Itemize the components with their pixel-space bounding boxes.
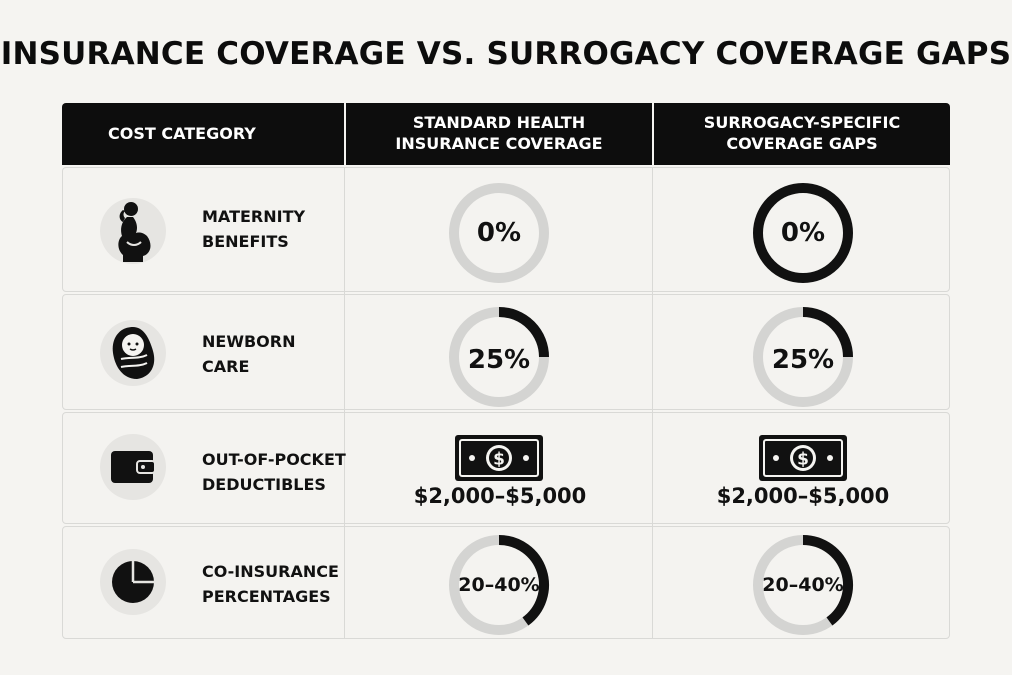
swaddled-baby-icon bbox=[100, 320, 166, 386]
category-label-maternity: MATERNITY BENEFITS bbox=[202, 207, 306, 251]
page-title: INSURANCE COVERAGE VS. SURROGACY COVERAG… bbox=[0, 36, 1012, 72]
category-label-deductibles: OUT-OF-POCKET DEDUCTIBLES bbox=[202, 450, 346, 494]
gauge-label: 25% bbox=[467, 345, 531, 375]
gauge-label: 0% bbox=[476, 218, 522, 248]
gauge-label: 0% bbox=[780, 218, 826, 248]
pregnant-woman-icon bbox=[100, 198, 166, 264]
gauge-fill-arc bbox=[802, 307, 853, 358]
gauge-track bbox=[449, 183, 549, 283]
gauge-fill-arc bbox=[802, 535, 853, 626]
header-surrogacy-gaps: SURROGACY-SPECIFIC COVERAGE GAPS bbox=[703, 113, 901, 153]
gauge-coinsurance-standard: 20–40% bbox=[444, 530, 554, 640]
pie-chart-icon bbox=[100, 549, 166, 615]
column-divider bbox=[344, 167, 345, 639]
dollar-bill-icon: $ bbox=[759, 435, 847, 481]
header-standard-coverage: STANDARD HEALTH INSURANCE COVERAGE bbox=[395, 113, 603, 153]
gauge-track bbox=[753, 183, 853, 283]
svg-text:$: $ bbox=[493, 450, 505, 470]
gauge-label: 25% bbox=[771, 345, 835, 375]
gauge-label: 20–40% bbox=[458, 574, 540, 596]
deductible-amount-standard: $2,000–$5,000 bbox=[413, 484, 587, 508]
header-divider bbox=[344, 103, 346, 165]
gauge-fill-arc bbox=[498, 307, 549, 358]
column-divider bbox=[652, 167, 653, 639]
table-header bbox=[62, 103, 950, 165]
wallet-icon bbox=[100, 434, 166, 500]
gauge-newborn-gap: 25% bbox=[748, 302, 858, 412]
deductible-amount-gap: $2,000–$5,000 bbox=[716, 484, 890, 508]
gauge-newborn-standard: 25% bbox=[444, 302, 554, 412]
category-label-newborn: NEWBORN CARE bbox=[202, 332, 296, 376]
gauge-fill-arc bbox=[498, 535, 549, 626]
svg-text:$: $ bbox=[797, 450, 809, 470]
gauge-coinsurance-gap: 20–40% bbox=[748, 530, 858, 640]
gauge-maternity-gap: 0% bbox=[748, 178, 858, 288]
gauge-maternity-standard: 0% bbox=[444, 178, 554, 288]
dollar-bill-icon: $ bbox=[455, 435, 543, 481]
category-label-coinsurance: CO-INSURANCE PERCENTAGES bbox=[202, 562, 339, 606]
header-cost-category: COST CATEGORY bbox=[108, 123, 256, 143]
header-divider bbox=[652, 103, 654, 165]
gauge-label: 20–40% bbox=[762, 574, 844, 596]
